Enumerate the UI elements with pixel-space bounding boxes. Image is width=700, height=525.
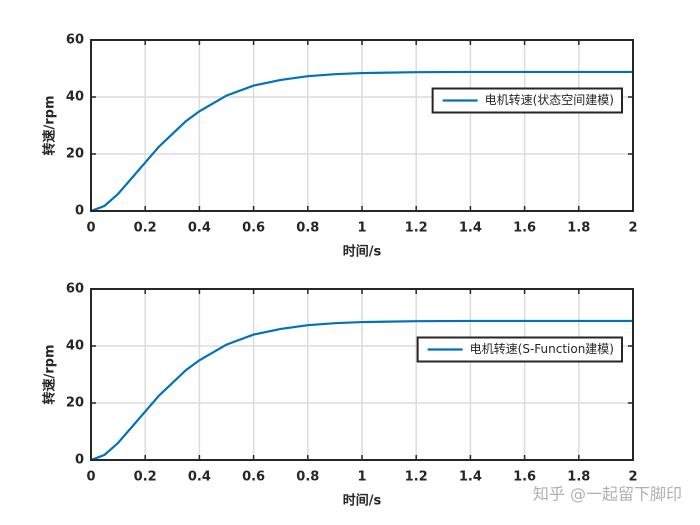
x-tick-label: 0.8 — [296, 221, 319, 236]
x-tick-label: 1 — [357, 221, 366, 236]
x-tick-label: 1.8 — [567, 221, 590, 236]
axes-box — [90, 39, 634, 212]
x-tick-label: 0.6 — [242, 470, 265, 485]
y-tick-label: 0 — [75, 453, 84, 468]
y-tick-label: 20 — [66, 396, 84, 411]
x-tick-label: 1.4 — [459, 470, 482, 485]
x-tick-label: 0.6 — [242, 221, 265, 236]
data-line — [90, 319, 633, 462]
x-tick-label: 0.2 — [134, 470, 157, 485]
y-tick-label: 20 — [66, 147, 84, 162]
x-axis-label: 时间/s — [343, 493, 382, 509]
x-tick-label: 1.2 — [405, 221, 428, 236]
watermark: 知乎 @一起留下脚印 — [533, 485, 682, 504]
axes-box — [90, 288, 634, 461]
x-tick-label: 0.4 — [188, 221, 211, 236]
x-tick-label: 1.6 — [513, 221, 536, 236]
x-tick-label: 0 — [86, 470, 95, 485]
legend: 电机转速(状态空间建模) — [431, 87, 623, 114]
y-tick-label: 60 — [66, 33, 84, 48]
x-tick-label: 0.2 — [134, 221, 157, 236]
y-tick-label: 40 — [66, 339, 84, 354]
legend: 电机转速(S-Function建模) — [416, 336, 623, 363]
x-tick-label: 2 — [628, 221, 637, 236]
data-line — [90, 70, 633, 213]
x-tick-label: 0.4 — [188, 470, 211, 485]
x-tick-label: 1 — [357, 470, 366, 485]
x-tick-label: 1.4 — [459, 221, 482, 236]
y-axis-label: 转速/rpm — [42, 95, 58, 155]
x-tick-label: 1.2 — [405, 470, 428, 485]
y-tick-label: 40 — [66, 90, 84, 105]
y-tick-label: 60 — [66, 282, 84, 297]
x-tick-label: 1.8 — [567, 470, 590, 485]
x-tick-label: 0 — [86, 221, 95, 236]
x-tick-label: 1.6 — [513, 470, 536, 485]
x-tick-label: 0.8 — [296, 470, 319, 485]
y-tick-label: 0 — [75, 204, 84, 219]
x-tick-label: 2 — [628, 470, 637, 485]
legend-label: 电机转速(S-Function建模) — [470, 341, 614, 356]
legend-label: 电机转速(状态空间建模) — [485, 92, 614, 107]
x-axis-label: 时间/s — [343, 244, 382, 260]
y-axis-label: 转速/rpm — [42, 344, 58, 404]
